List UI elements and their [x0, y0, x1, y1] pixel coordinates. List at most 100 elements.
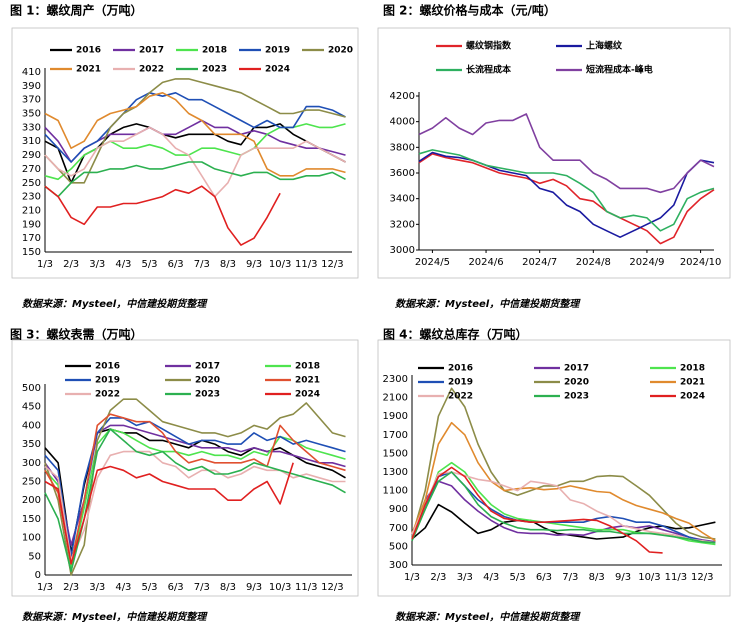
legend-label: 上海螺纹 — [586, 40, 623, 52]
legend-label: 2021 — [76, 65, 101, 75]
x-tick-label: 1/3 — [37, 259, 53, 270]
x-tick-label: 10/3 — [269, 582, 291, 593]
series-line — [44, 428, 346, 573]
y-tick-label: 3000 — [390, 245, 415, 256]
x-tick-label: 7/3 — [562, 572, 578, 583]
y-tick-label: 410 — [22, 67, 41, 78]
series-line — [411, 466, 663, 554]
series-line — [44, 123, 346, 181]
y-tick-label: 170 — [22, 233, 41, 244]
chart-title: 图 3：螺纹表需（万吨） — [10, 327, 143, 342]
panel-frame — [11, 339, 359, 597]
x-tick-label: 10/3 — [269, 259, 291, 270]
legend-label: 2022 — [95, 390, 120, 400]
y-tick-label: 400 — [22, 420, 41, 431]
y-tick-label: 250 — [22, 178, 41, 189]
x-tick-label: 7/3 — [194, 582, 210, 593]
legend-label: 短流程成本-峰电 — [586, 64, 653, 76]
series-line — [411, 471, 716, 544]
x-tick-label: 5/3 — [509, 572, 525, 583]
y-tick-label: 150 — [22, 247, 41, 258]
series-line — [44, 161, 346, 198]
y-tick-label: 350 — [22, 439, 41, 450]
series-line — [44, 398, 346, 576]
legend-label: 2018 — [202, 46, 227, 56]
y-tick-label: 100 — [22, 533, 41, 544]
x-tick-label: 2024/10 — [680, 257, 722, 268]
y-tick-label: 2300 — [383, 374, 408, 385]
series-line — [411, 480, 716, 543]
x-tick-label: 6/3 — [168, 259, 184, 270]
y-tick-label: 290 — [22, 150, 41, 161]
y-tick-label: 500 — [389, 541, 408, 552]
series-line — [44, 413, 346, 565]
y-tick-label: 330 — [22, 122, 41, 133]
x-tick-label: 12/3 — [321, 259, 343, 270]
series-line — [418, 149, 715, 232]
y-tick-label: 4000 — [390, 117, 415, 128]
legend-label: 2017 — [564, 364, 589, 374]
x-tick-label: 8/3 — [220, 259, 236, 270]
x-tick-label: 11/3 — [295, 259, 317, 270]
series-line — [44, 119, 346, 163]
legend-label: 2023 — [564, 392, 589, 402]
x-tick-label: 12/3 — [321, 582, 343, 593]
series-line — [44, 185, 281, 246]
x-tick-label: 4/3 — [483, 572, 499, 583]
legend-label: 2020 — [564, 378, 589, 388]
y-tick-label: 250 — [22, 477, 41, 488]
x-tick-label: 2/3 — [430, 572, 446, 583]
x-tick-label: 5/3 — [141, 582, 157, 593]
legend-label: 2022 — [448, 392, 473, 402]
x-tick-label: 3/3 — [457, 572, 473, 583]
y-tick-label: 150 — [22, 514, 41, 525]
y-tick-label: 1300 — [383, 467, 408, 478]
y-tick-label: 450 — [22, 402, 41, 413]
y-tick-label: 300 — [22, 458, 41, 469]
x-tick-label: 7/3 — [194, 259, 210, 270]
y-tick-label: 900 — [389, 504, 408, 515]
y-tick-label: 1500 — [383, 448, 408, 459]
legend-label: 2020 — [195, 376, 220, 386]
legend-label: 2021 — [680, 378, 705, 388]
y-tick-label: 4200 — [390, 91, 415, 102]
legend-label: 2021 — [295, 376, 320, 386]
x-tick-label: 2/3 — [63, 582, 79, 593]
legend-label: 2016 — [76, 46, 101, 56]
y-tick-label: 390 — [22, 81, 41, 92]
series-line — [418, 151, 715, 238]
series-line — [44, 424, 346, 546]
y-tick-label: 190 — [22, 219, 41, 230]
x-tick-label: 1/3 — [37, 582, 53, 593]
x-tick-label: 2024/9 — [629, 257, 664, 268]
series-line — [418, 153, 715, 245]
source-note: 数据来源：Mysteel，中信建投期货整理 — [395, 298, 581, 310]
series-line — [44, 126, 346, 198]
y-tick-label: 370 — [22, 95, 41, 106]
x-tick-label: 2024/6 — [468, 257, 503, 268]
chart-title: 图 4：螺纹总库存（万吨） — [383, 327, 528, 342]
chart-title: 图 1：螺纹周产（万吨） — [10, 3, 143, 18]
legend-label: 2017 — [195, 362, 220, 372]
x-tick-label: 8/3 — [589, 572, 605, 583]
x-tick-label: 4/3 — [115, 259, 131, 270]
series-line — [44, 462, 294, 565]
y-tick-label: 3200 — [390, 219, 415, 230]
y-tick-label: 1700 — [383, 430, 408, 441]
series-line — [44, 92, 346, 177]
y-tick-label: 3600 — [390, 168, 415, 179]
legend-label: 2022 — [139, 65, 164, 75]
x-tick-label: 10/3 — [638, 572, 660, 583]
x-tick-label: 2024/8 — [576, 257, 611, 268]
y-tick-label: 270 — [22, 164, 41, 175]
panel-frame — [377, 27, 731, 279]
x-tick-label: 4/3 — [115, 582, 131, 593]
panel-frame — [377, 339, 731, 597]
x-tick-label: 8/3 — [220, 582, 236, 593]
x-tick-label: 3/3 — [89, 259, 105, 270]
legend-label: 2016 — [448, 364, 473, 374]
source-note: 数据来源：Mysteel，中信建投期货整理 — [22, 298, 208, 310]
x-tick-label: 6/3 — [536, 572, 552, 583]
y-tick-label: 230 — [22, 192, 41, 203]
legend-label: 2024 — [680, 392, 705, 402]
